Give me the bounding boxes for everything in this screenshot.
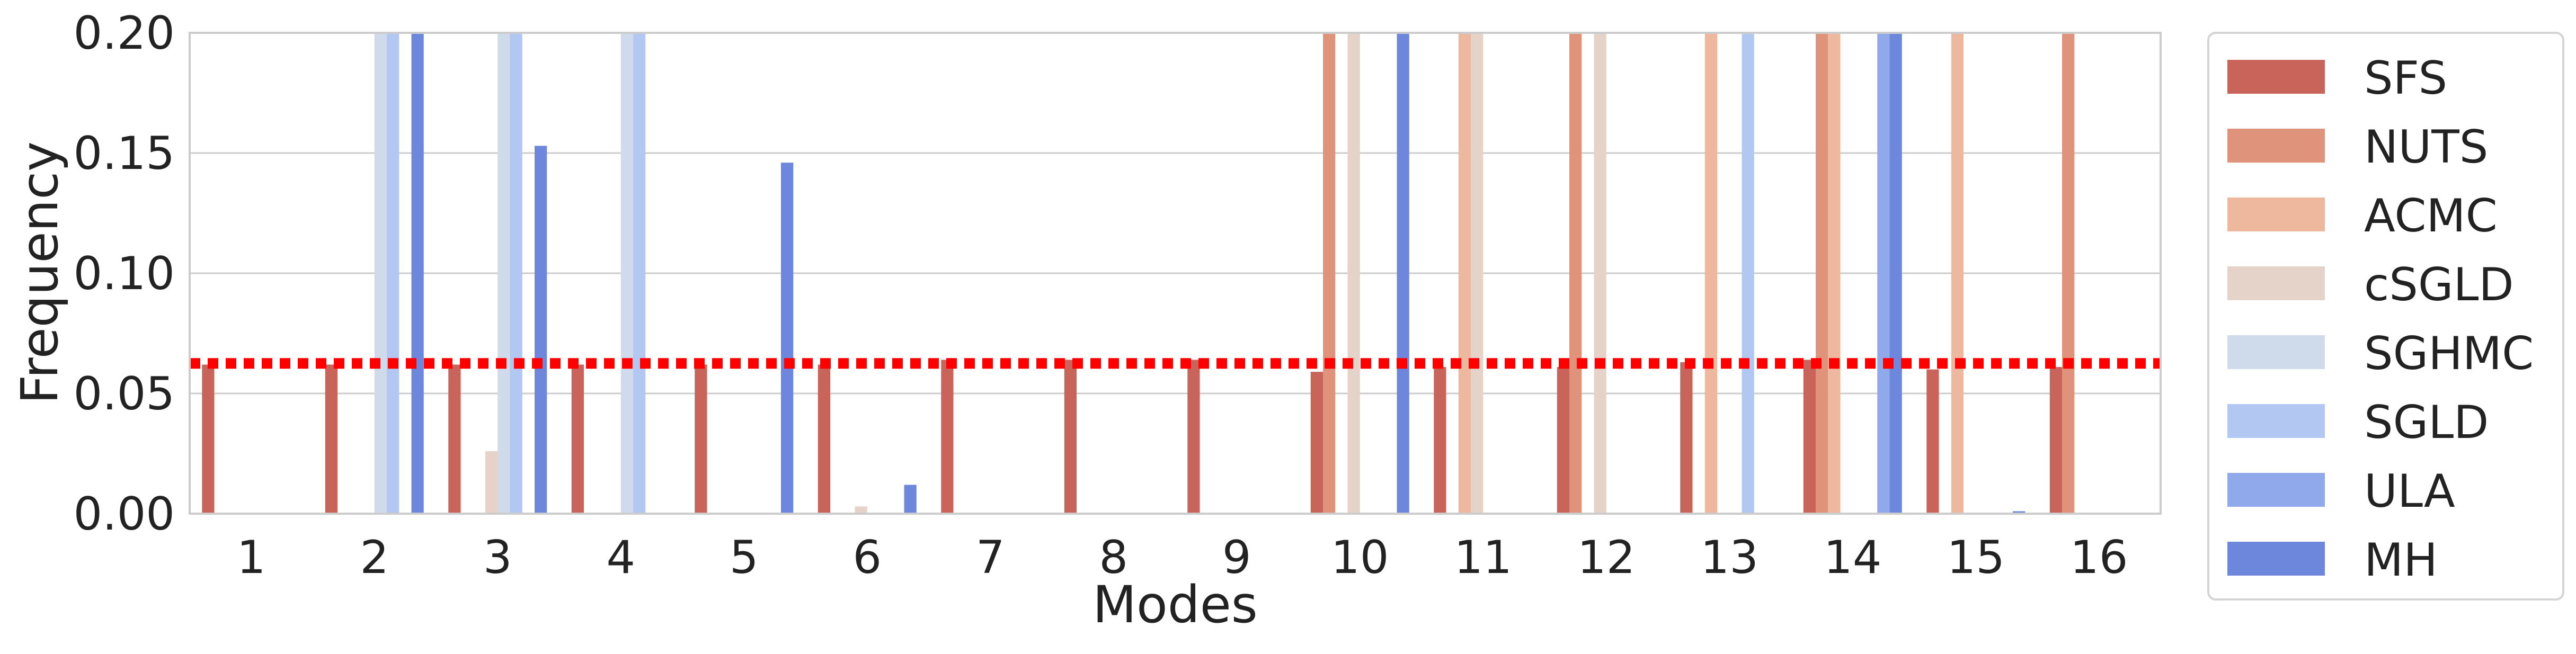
legend-swatch-sghmc: [2227, 335, 2325, 369]
bar-sfs-mode-13: [1680, 362, 1693, 514]
x-tick-label: 12: [1577, 531, 1635, 584]
bar-sgld-mode-4: [633, 33, 646, 514]
bar-sfs-mode-14: [1803, 360, 1816, 514]
bar-nuts-mode-16: [2062, 33, 2075, 514]
bar-sfs-mode-16: [2049, 367, 2062, 514]
legend-swatch-mh: [2227, 542, 2325, 576]
x-tick-label: 15: [1947, 531, 2005, 584]
bar-mh-mode-5: [781, 163, 794, 514]
bar-nuts-mode-10: [1323, 33, 1336, 514]
x-tick-label: 6: [852, 531, 882, 584]
x-axis-label: Modes: [1092, 575, 1258, 634]
bar-mh-mode-14: [1889, 33, 1902, 514]
bar-sghmc-mode-4: [620, 33, 633, 514]
bar-csgld-mode-6: [855, 506, 867, 514]
legend: SFS NUTS ACMC cSGLD SGHMC SGLD ULA MH: [2207, 32, 2564, 601]
bar-sghmc-mode-2: [374, 33, 387, 514]
legend-swatch-sfs: [2227, 60, 2325, 94]
legend-swatch-sgld: [2227, 404, 2325, 438]
y-tick-label: 0.20: [74, 7, 175, 60]
bar-mh-mode-3: [535, 146, 547, 514]
x-tick-label: 14: [1824, 531, 1881, 584]
legend-label-sfs: SFS: [2364, 52, 2447, 105]
legend-box: [2207, 32, 2564, 601]
x-tick-label: 16: [2070, 531, 2128, 584]
legend-label-ula: ULA: [2364, 465, 2455, 518]
x-tick-label: 3: [483, 531, 512, 584]
bar-mh-mode-10: [1397, 33, 1409, 514]
bar-csgld-mode-11: [1471, 33, 1484, 514]
legend-swatch-acmc: [2227, 198, 2325, 231]
x-tick-label: 8: [1099, 531, 1128, 584]
bar-nuts-mode-12: [1569, 33, 1582, 514]
bar-sfs-mode-5: [695, 364, 707, 514]
bar-sfs-mode-3: [448, 364, 461, 514]
bar-ula-mode-14: [1877, 33, 1890, 514]
bar-sgld-mode-13: [1742, 33, 1754, 514]
bar-nuts-mode-14: [1816, 33, 1828, 514]
x-tick-label: 1: [237, 531, 266, 584]
bars-layer: [202, 33, 2075, 514]
bar-acmc-mode-14: [1828, 33, 1841, 514]
y-tick-label: 0.05: [74, 368, 175, 420]
bar-mh-mode-6: [904, 485, 917, 514]
bar-sgld-mode-3: [510, 33, 522, 514]
bar-mh-mode-15: [2013, 511, 2026, 514]
bar-sghmc-mode-3: [498, 33, 510, 514]
plot-frame: [189, 32, 2162, 515]
bar-csgld-mode-12: [1594, 33, 1606, 514]
plot-border: [189, 32, 2162, 515]
tick-labels: 0.000.050.100.150.201 2 3 4 5 6 7 8 9 10 11 12 13 14 1…: [74, 7, 2128, 584]
bar-csgld-mode-10: [1347, 33, 1360, 514]
legend-swatch-ula: [2227, 473, 2325, 507]
bar-acmc-mode-13: [1704, 33, 1717, 514]
bar-sfs-mode-2: [325, 364, 337, 514]
legend-swatch-nuts: [2227, 129, 2325, 163]
legend-label-csgld: cSGLD: [2364, 258, 2514, 311]
x-tick-label: 11: [1454, 531, 1512, 584]
bar-sfs-mode-1: [202, 364, 215, 514]
bar-sfs-mode-11: [1434, 367, 1446, 514]
bar-sfs-mode-4: [571, 364, 584, 514]
bar-sfs-mode-6: [818, 364, 830, 514]
bar-sfs-mode-9: [1187, 360, 1200, 514]
legend-label-sghmc: SGHMC: [2364, 327, 2534, 380]
bar-sfs-mode-7: [941, 360, 954, 514]
bar-csgld-mode-3: [485, 451, 498, 514]
x-tick-label: 10: [1331, 531, 1389, 584]
bar-acmc-mode-15: [1951, 33, 1964, 514]
x-tick-label: 13: [1701, 531, 1758, 584]
bar-sfs-mode-10: [1310, 372, 1323, 514]
bar-acmc-mode-11: [1458, 33, 1471, 514]
bar-mh-mode-2: [411, 33, 424, 514]
bar-sfs-mode-15: [1926, 369, 1939, 514]
legend-label-sgld: SGLD: [2364, 396, 2489, 449]
x-tick-label: 4: [606, 531, 635, 584]
x-tick-label: 5: [730, 531, 759, 584]
legend-label-nuts: NUTS: [2364, 121, 2488, 174]
bar-sfs-mode-8: [1064, 360, 1077, 514]
y-axis-label: Frequency: [10, 141, 69, 404]
bar-sfs-mode-12: [1557, 367, 1569, 514]
y-tick-label: 0.00: [74, 488, 175, 541]
x-tick-label: 7: [976, 531, 1005, 584]
grid-layer: [190, 32, 2161, 515]
y-tick-label: 0.15: [74, 127, 175, 180]
legend-swatch-csgld: [2227, 266, 2325, 300]
y-tick-label: 0.10: [74, 247, 175, 300]
x-tick-label: 9: [1222, 531, 1251, 584]
legend-label-mh: MH: [2364, 534, 2438, 587]
bar-sgld-mode-2: [387, 33, 399, 514]
x-tick-label: 2: [360, 531, 389, 584]
legend-label-acmc: ACMC: [2364, 190, 2498, 243]
